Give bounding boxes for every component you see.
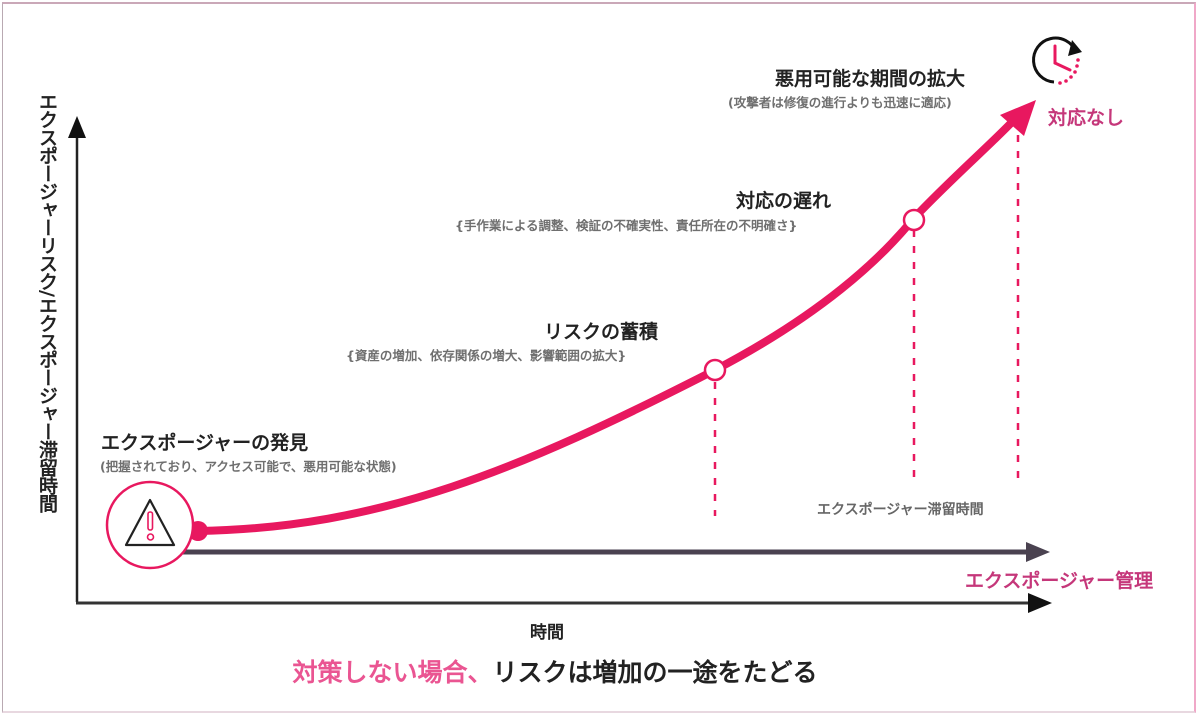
milestone-title-response-delay: 対応の遅れ bbox=[736, 190, 832, 212]
milestone-subtitle-risk-accumulation: {資産の増加、依存関係の増大、影響範囲の拡大} bbox=[346, 348, 627, 363]
caption: 対策しない場合、リスクは増加の一途をたどる bbox=[0, 653, 1110, 689]
warning-triangle-icon bbox=[105, 480, 195, 570]
milestone-title-discovery: エクスポージャーの発見 bbox=[101, 432, 309, 454]
milestone-subtitle-response-delay: {手作業による調整、検証の不確実性、責任所在の不明確さ} bbox=[455, 218, 798, 233]
caption-highlight: 対策しない場合、 bbox=[292, 658, 493, 687]
milestone-subtitle-exploitable-window: (攻撃者は修復の進行よりも迅速に適応) bbox=[728, 95, 952, 110]
milestone-point-risk-accumulation bbox=[703, 358, 727, 382]
x-axis-label: 時間 bbox=[530, 623, 564, 643]
dwell-time-label: エクスポージャー滞留時間 bbox=[817, 502, 984, 518]
x-axis bbox=[76, 593, 1052, 613]
milestone-title-risk-accumulation: リスクの蓄積 bbox=[544, 321, 659, 343]
y-axis-label: エクスポージャーリスク/エクスポージャー滞留時間 bbox=[36, 92, 58, 512]
clock-refresh-icon bbox=[1032, 36, 1082, 85]
milestone-subtitle-discovery: (把握されており、アクセス可能で、悪用可能な状態) bbox=[100, 459, 397, 474]
exposure-management-label: エクスポージャー管理 bbox=[965, 570, 1154, 592]
risk-curve bbox=[188, 100, 1036, 541]
milestone-point-response-delay bbox=[902, 208, 926, 232]
milestone-title-exploitable-window: 悪用可能な期間の拡大 bbox=[775, 68, 966, 90]
exposure-management-axis bbox=[180, 542, 1050, 562]
end-state-label: 対応なし bbox=[1048, 107, 1125, 129]
y-axis bbox=[68, 116, 86, 602]
dwell-time-markers bbox=[713, 135, 1020, 516]
caption-rest: リスクは増加の一途をたどる bbox=[492, 658, 818, 687]
